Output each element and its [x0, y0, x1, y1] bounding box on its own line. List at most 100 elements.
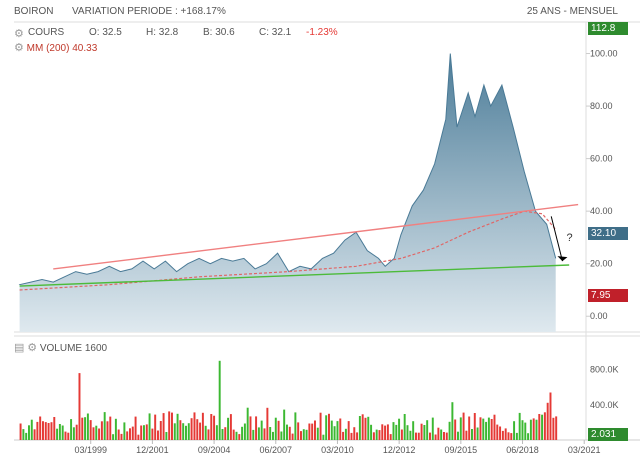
volume-bar	[473, 413, 476, 440]
support-line	[19, 264, 570, 287]
gear-icon[interactable]: ⚙	[27, 342, 38, 354]
volume-bar	[224, 427, 227, 440]
volume-bar	[524, 422, 527, 440]
volume-bar	[364, 417, 367, 440]
volume-bar	[162, 413, 165, 440]
volume-bar	[280, 431, 283, 440]
volume-bar	[28, 425, 30, 440]
volume-bar	[58, 424, 61, 440]
chart-header: BOIRON VARIATION PERIODE : +168.17% 25 A…	[0, 0, 640, 20]
volume-bar	[358, 416, 361, 440]
volume-bar	[471, 429, 473, 440]
annotation-question: ?	[566, 232, 572, 244]
gear-icon[interactable]: ⚙	[14, 42, 24, 54]
volume-bar	[249, 416, 252, 440]
period-label[interactable]: 25 ANS - MENSUEL	[526, 6, 618, 17]
x-tick-label: 03/2021	[568, 445, 601, 455]
volume-bar	[143, 425, 145, 440]
volume-bar	[157, 430, 159, 440]
volume-bar	[19, 423, 22, 440]
volume-bar	[39, 416, 42, 440]
volume-bar	[72, 427, 75, 440]
volume-bar	[103, 412, 106, 440]
volume-bar	[159, 421, 162, 440]
gear-icon[interactable]: ⚙	[14, 28, 24, 40]
volume-bar	[260, 420, 263, 440]
volume-bar	[437, 427, 440, 440]
volume-bar	[297, 422, 300, 440]
volume-bar	[137, 434, 140, 440]
volume-bar	[476, 427, 479, 440]
volume-bar	[187, 423, 190, 440]
volume-bar	[510, 433, 513, 440]
volume-bar	[490, 419, 493, 440]
volume-bar	[507, 432, 510, 440]
volume-bar	[272, 431, 274, 440]
volume-bar	[336, 421, 339, 440]
variation-label: VARIATION PERIODE : +168.17%	[72, 6, 226, 17]
x-tick-label: 06/2018	[506, 445, 539, 455]
volume-bar	[98, 428, 101, 440]
hamburger-icon[interactable]: ▤	[14, 342, 25, 354]
volume-bar	[316, 427, 319, 440]
volume-bar	[36, 421, 39, 440]
volume-bar	[504, 428, 507, 440]
volume-bar	[325, 415, 328, 440]
volume-bar	[482, 418, 485, 440]
volume-bar	[479, 417, 482, 440]
volume-bar	[182, 423, 185, 440]
volume-bar	[215, 425, 218, 440]
volume-bar	[148, 413, 151, 440]
volume-bar	[227, 417, 230, 440]
volume-bar	[485, 421, 488, 440]
y-tick-label: 0.00	[590, 311, 608, 321]
volume-bar	[386, 424, 389, 440]
moving-average-line	[19, 210, 557, 291]
x-tick-label: 12/2012	[383, 445, 416, 455]
volume-bar	[53, 417, 56, 440]
x-tick-label: 06/2007	[260, 445, 293, 455]
volume-bar	[415, 432, 417, 440]
volume-bar	[330, 420, 333, 440]
volume-bar	[538, 414, 541, 440]
volume-bar	[546, 402, 549, 440]
volume-bar	[288, 426, 291, 440]
volume-bar	[302, 429, 305, 440]
volume-bar	[246, 407, 249, 440]
volume-bar	[535, 419, 538, 440]
volume-bar	[319, 412, 322, 440]
volume-bar	[443, 432, 445, 440]
volume-bar	[173, 423, 176, 440]
volume-bar	[400, 429, 403, 440]
volume-value: 1600	[84, 343, 108, 354]
volume-bar	[440, 429, 443, 440]
volume-bar	[457, 431, 459, 440]
volume-bar	[300, 431, 302, 440]
volume-bar	[131, 426, 134, 440]
volume-bar	[445, 432, 448, 440]
volume-bar	[294, 412, 297, 440]
volume-label: VOLUME	[39, 343, 83, 354]
price-area	[19, 53, 556, 332]
volume-bar	[95, 425, 98, 440]
volume-bar	[196, 419, 199, 440]
volume-bar	[67, 432, 70, 440]
volume-bar	[417, 432, 420, 440]
volume-bar	[56, 428, 59, 440]
volume-legend: ▤ ⚙ VOLUME 1600	[14, 341, 107, 354]
volume-bar	[84, 417, 87, 440]
volume-bar	[277, 420, 280, 440]
volume-bar	[501, 430, 504, 440]
x-tick-label: 03/1999	[74, 445, 107, 455]
volume-bar	[398, 418, 401, 440]
volume-bar	[434, 434, 437, 440]
volume-bar	[257, 427, 260, 440]
ma-label: MM (200)	[26, 43, 70, 54]
volume-bar	[451, 402, 454, 440]
volume-bar	[286, 424, 288, 440]
volume-bar	[339, 418, 342, 440]
low-value: B: 30.6	[203, 27, 235, 38]
volume-bar	[266, 407, 269, 440]
volume-bar	[165, 432, 168, 440]
